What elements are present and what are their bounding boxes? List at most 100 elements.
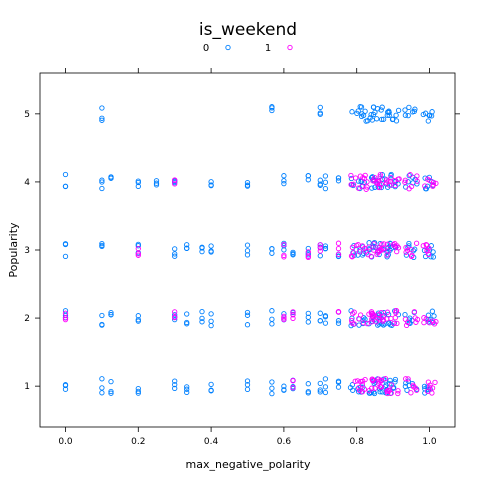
point-series-0 <box>244 309 251 316</box>
point-series-1 <box>135 252 141 258</box>
point-series-1 <box>377 184 383 190</box>
point-series-1 <box>335 309 342 315</box>
point-series-0 <box>335 320 342 326</box>
point-series-0 <box>281 178 287 184</box>
point-series-0 <box>335 384 342 390</box>
point-series-1 <box>359 243 366 249</box>
point-series-1 <box>384 241 391 247</box>
y-tick-label: 4 <box>24 178 30 188</box>
x-tick-label: 1.0 <box>422 437 437 447</box>
point-series-0 <box>349 382 356 388</box>
point-series-0 <box>305 319 311 325</box>
point-series-0 <box>99 390 105 396</box>
point-series-1 <box>358 378 364 385</box>
x-tick-label: 0.8 <box>350 437 365 447</box>
point-series-1 <box>335 245 342 252</box>
point-series-0 <box>99 115 105 121</box>
point-series-1 <box>391 320 397 327</box>
point-series-1 <box>388 315 394 322</box>
point-series-0 <box>208 318 214 324</box>
point-series-1 <box>357 387 363 394</box>
point-series-0 <box>244 378 251 384</box>
point-series-0 <box>355 108 361 114</box>
point-series-0 <box>244 183 251 189</box>
point-series-1 <box>375 315 381 321</box>
point-series-0 <box>392 379 398 385</box>
point-series-0 <box>62 253 69 260</box>
point-series-0 <box>135 385 141 392</box>
point-series-0 <box>430 254 437 260</box>
point-series-0 <box>335 318 342 324</box>
point-series-0 <box>322 376 329 382</box>
point-series-0 <box>108 388 114 395</box>
point-series-0 <box>317 177 323 183</box>
point-series-0 <box>208 381 214 388</box>
point-series-0 <box>386 112 392 118</box>
point-series-0 <box>421 247 428 254</box>
point-series-1 <box>408 246 414 253</box>
point-series-0 <box>184 389 190 396</box>
point-series-1 <box>281 252 287 259</box>
point-series-0 <box>369 185 375 191</box>
point-series-0 <box>199 319 205 325</box>
point-series-1 <box>335 240 342 246</box>
point-series-0 <box>360 112 367 119</box>
point-series-0 <box>368 111 374 118</box>
point-series-0 <box>281 247 287 253</box>
point-series-0 <box>305 381 311 387</box>
point-series-0 <box>305 173 311 179</box>
x-tick-label: 0.2 <box>131 437 145 447</box>
point-series-0 <box>305 388 311 395</box>
point-series-0 <box>406 172 412 179</box>
point-series-1 <box>380 245 387 252</box>
point-series-1 <box>372 385 378 391</box>
point-series-0 <box>402 107 408 113</box>
point-series-0 <box>429 308 436 314</box>
point-series-1 <box>355 185 362 191</box>
point-series-0 <box>322 389 329 396</box>
point-series-1 <box>356 385 362 391</box>
point-series-1 <box>407 172 413 178</box>
point-series-0 <box>199 244 205 250</box>
point-series-0 <box>421 383 428 390</box>
point-series-0 <box>99 185 105 192</box>
point-series-1 <box>172 309 178 315</box>
point-series-0 <box>317 182 323 188</box>
point-series-0 <box>244 179 251 186</box>
point-series-0 <box>402 112 409 118</box>
point-series-0 <box>378 107 384 113</box>
point-series-0 <box>317 389 323 395</box>
point-series-0 <box>379 104 385 110</box>
point-series-0 <box>281 173 287 179</box>
point-series-0 <box>269 250 275 256</box>
point-series-1 <box>364 184 370 190</box>
point-series-0 <box>108 309 114 316</box>
point-series-0 <box>390 116 396 122</box>
point-series-0 <box>208 311 214 317</box>
point-series-0 <box>184 242 190 248</box>
point-series-0 <box>172 253 178 259</box>
point-series-0 <box>135 179 141 186</box>
point-series-1 <box>364 179 370 185</box>
point-series-1 <box>429 385 436 391</box>
point-series-0 <box>199 308 205 315</box>
point-series-1 <box>348 181 354 188</box>
point-series-0 <box>377 389 383 395</box>
point-series-0 <box>62 171 69 178</box>
point-series-1 <box>385 248 391 254</box>
point-series-1 <box>290 315 296 322</box>
point-series-0 <box>269 390 275 397</box>
y-tick-label: 1 <box>24 382 30 392</box>
point-series-1 <box>402 177 408 183</box>
point-series-0 <box>322 173 329 179</box>
point-series-0 <box>363 118 369 124</box>
point-series-0 <box>355 178 362 184</box>
point-series-1 <box>348 253 355 259</box>
point-series-1 <box>349 254 355 260</box>
point-series-0 <box>135 183 141 190</box>
point-series-1 <box>376 248 382 255</box>
point-series-1 <box>369 316 375 322</box>
point-series-1 <box>281 242 287 248</box>
point-series-1 <box>370 377 376 383</box>
